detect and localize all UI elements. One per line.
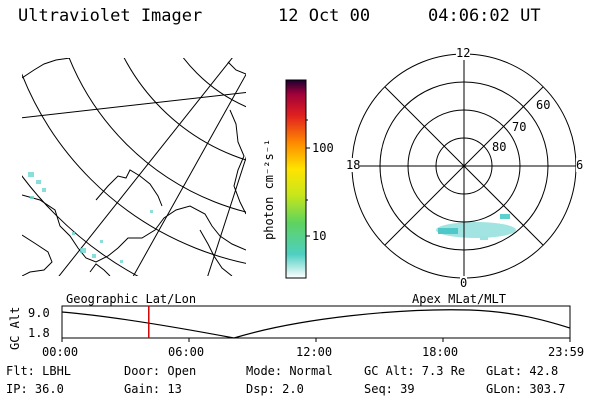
- app-title: Ultraviolet Imager: [18, 6, 203, 26]
- geographic-caption: Geographic Lat/Lon: [66, 292, 197, 306]
- colorbar: [285, 79, 307, 279]
- colorbar-ticks: [306, 119, 310, 237]
- altitude-plot: [61, 305, 571, 342]
- colorbar-tick-label: 100: [312, 141, 334, 155]
- altitude-xtick: 23:59: [548, 345, 585, 359]
- info-gain: Gain: 13: [124, 382, 182, 396]
- date-label: 12 Oct 00: [278, 6, 371, 26]
- mlt-label-6: 6: [576, 158, 584, 172]
- info-glat: GLat: 42.8: [486, 364, 559, 378]
- info-gc-alt: GC Alt: 7.3 Re: [364, 364, 466, 378]
- info-ip: IP: 36.0: [6, 382, 64, 396]
- mlat-label-80: 80: [492, 140, 507, 154]
- altitude-ytick: 1.8: [28, 326, 50, 340]
- info-dsp: Dsp: 2.0: [246, 382, 304, 396]
- altitude-xtick: 18:00: [422, 345, 459, 359]
- info-flt: Flt: LBHL: [6, 364, 72, 378]
- geographic-map: [22, 58, 246, 276]
- altitude-ytick: 9.0: [28, 306, 50, 320]
- polar-plot: [351, 53, 577, 279]
- info-glon: GLon: 303.7: [486, 382, 566, 396]
- info-mode: Mode: Normal: [246, 364, 333, 378]
- mlt-label-0: 0: [460, 276, 468, 290]
- colorbar-unit-label: photon cm⁻²s⁻¹: [262, 138, 276, 240]
- altitude-xtick: 12:00: [296, 345, 333, 359]
- apex-caption: Apex MLat/MLT: [412, 292, 506, 306]
- mlat-label-60: 60: [536, 98, 551, 112]
- time-label: 04:06:02 UT: [428, 6, 541, 26]
- info-seq: Seq: 39: [364, 382, 415, 396]
- mlat-label-70: 70: [512, 120, 527, 134]
- altitude-xtick: 00:00: [42, 345, 79, 359]
- mlt-label-18: 18: [346, 158, 361, 172]
- colorbar-tick-label: 10: [312, 229, 327, 243]
- altitude-xtick: 06:00: [168, 345, 205, 359]
- info-door: Door: Open: [124, 364, 197, 378]
- mlt-label-12: 12: [456, 46, 471, 60]
- altitude-ylabel: GC Alt: [8, 306, 22, 350]
